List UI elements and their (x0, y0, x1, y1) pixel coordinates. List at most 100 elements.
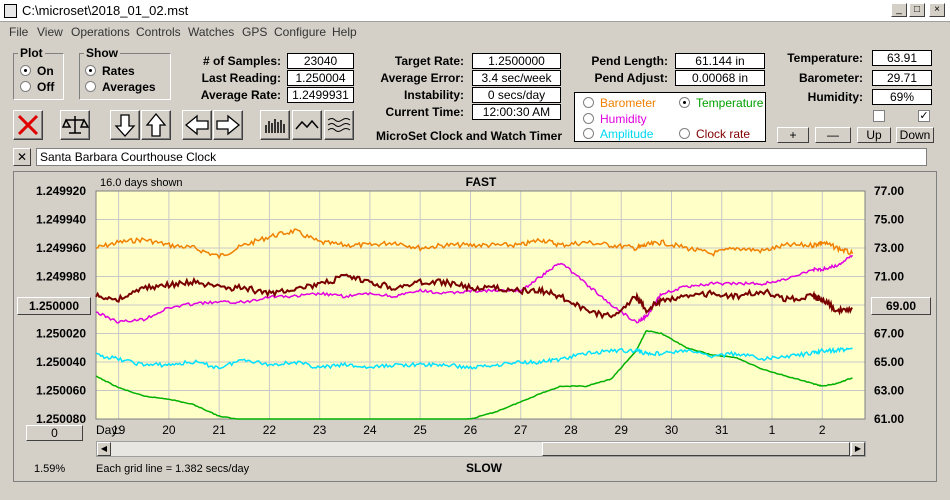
average-rate-label: Average Rate: (200, 88, 281, 102)
right-tick-label: 75.00 (874, 213, 904, 227)
plot-off-label: Off (37, 80, 55, 94)
menu-gps[interactable]: GPS (242, 25, 268, 39)
sensor-option-temperature[interactable]: Temperature (679, 96, 763, 110)
sensor-option-clock-rate[interactable]: Clock rate (679, 127, 750, 141)
menu-configure[interactable]: Configure (274, 25, 327, 39)
day-tick-label: 30 (665, 423, 679, 437)
center-temp-button[interactable]: 69.00 (871, 297, 931, 315)
instability-label: Instability: (403, 88, 464, 102)
radio-icon (583, 113, 594, 124)
clock-name-field[interactable]: Santa Barbara Courthouse Clock (36, 148, 927, 166)
sensor-option-barometer[interactable]: Barometer (583, 96, 656, 110)
radio-selected-icon (679, 97, 690, 108)
radio-icon (679, 128, 690, 139)
show-averages-label: Averages (102, 80, 156, 94)
percent-label: 1.59% (34, 463, 65, 475)
pend-length-value: 61.144 in (675, 53, 765, 69)
sensor-option-amplitude[interactable]: Amplitude (583, 127, 653, 141)
show-rates-radio[interactable]: Rates (85, 64, 135, 78)
menu-watches[interactable]: Watches (188, 25, 235, 39)
fast-label: FAST (466, 175, 497, 189)
left-arrow-button[interactable] (182, 110, 212, 140)
clear-clock-button[interactable]: ✕ (13, 148, 31, 166)
menu-help[interactable]: Help (332, 25, 357, 39)
average-rate-value: 1.2499931 (287, 87, 354, 103)
radio-icon (20, 81, 31, 92)
radio-selected-icon (20, 65, 31, 76)
day-tick-label: 29 (615, 423, 629, 437)
days-shown-label: 16.0 days shown (100, 177, 183, 189)
window-title: C:\microset\2018_01_02.mst (22, 3, 189, 18)
menu-bar: File View Operations Controls Watches GP… (0, 22, 950, 42)
day-tick-label: 1 (769, 423, 776, 437)
line-graph-button[interactable] (292, 110, 322, 140)
radio-icon (85, 81, 96, 92)
zero-button[interactable]: 0 (26, 425, 83, 441)
scroll-thumb[interactable] (542, 442, 850, 456)
sensor-humidity-label: Humidity (600, 112, 647, 126)
show-rates-label: Rates (102, 64, 135, 78)
right-arrow-button[interactable] (213, 110, 243, 140)
minus-button[interactable]: — (815, 127, 851, 143)
temperature-label: Temperature: (787, 51, 863, 65)
show-group-title: Show (86, 46, 118, 60)
center-rate-button[interactable]: 1.250000 (17, 297, 91, 315)
up-arrow-button[interactable] (141, 110, 171, 140)
current-time-label: Current Time: (385, 105, 464, 119)
app-caption: MicroSet Clock and Watch Timer (375, 129, 562, 143)
right-tick-label: 61.00 (874, 412, 904, 426)
day-tick-label: 20 (162, 423, 176, 437)
menu-file[interactable]: File (9, 25, 29, 39)
grid-lines (95, 190, 866, 420)
left-arrow-icon (184, 114, 209, 136)
sensor-option-humidity[interactable]: Humidity (583, 112, 647, 126)
plot-group: Plot (13, 46, 64, 100)
samples-value: 23040 (287, 53, 354, 69)
day-tick-label: 21 (212, 423, 226, 437)
slow-label: SLOW (466, 461, 503, 475)
plus-button[interactable]: + (777, 127, 809, 143)
minimize-button[interactable]: _ (891, 3, 907, 17)
down-button[interactable]: Down (896, 127, 934, 143)
data-series (95, 228, 854, 420)
wave-button[interactable] (324, 110, 354, 140)
sensor-clock-rate-label: Clock rate (696, 127, 751, 141)
line-graph-icon (295, 119, 319, 130)
scroll-left-icon[interactable]: ◀ (97, 442, 111, 456)
barometer-series-line (95, 228, 854, 260)
checkbox-2[interactable]: ✓ (918, 110, 930, 122)
day-tick-label: 2 (819, 423, 826, 437)
right-tick-label: 63.00 (874, 384, 904, 398)
instability-value: 0 secs/day (472, 87, 561, 103)
humidity-label: Humidity: (807, 90, 863, 104)
stop-button[interactable] (13, 110, 43, 140)
plot-on-radio[interactable]: On (20, 64, 54, 78)
horizontal-scrollbar[interactable]: ◀ ▶ (96, 441, 866, 457)
barometer-label: Barometer: (798, 71, 863, 85)
menu-operations[interactable]: Operations (71, 25, 130, 39)
balance-button[interactable] (60, 110, 90, 140)
show-averages-radio[interactable]: Averages (85, 80, 156, 94)
up-button[interactable]: Up (857, 127, 891, 143)
down-arrow-button[interactable] (110, 110, 140, 140)
current-time-value: 12:00:30 AM (472, 104, 561, 120)
scroll-right-icon[interactable]: ▶ (851, 442, 865, 456)
histogram-button[interactable] (260, 110, 290, 140)
plot-off-radio[interactable]: Off (20, 80, 54, 94)
close-window-button[interactable]: × (929, 3, 945, 17)
last-reading-value: 1.250004 (287, 70, 354, 86)
menu-view[interactable]: View (37, 25, 63, 39)
checkbox-1[interactable] (873, 110, 885, 122)
day-tick-label: 24 (363, 423, 377, 437)
maximize-button[interactable]: □ (909, 3, 925, 17)
right-tick-label: 71.00 (874, 270, 904, 284)
menu-controls[interactable]: Controls (136, 25, 181, 39)
sensor-selector (574, 92, 766, 142)
day-tick-label: 19 (112, 423, 126, 437)
wave-icon (327, 118, 351, 132)
sensor-temperature-label: Temperature (696, 96, 764, 110)
day-tick-label: 28 (564, 423, 578, 437)
grid-note: Each grid line = 1.382 secs/day (96, 463, 250, 475)
humidity-value: 69% (872, 89, 932, 105)
